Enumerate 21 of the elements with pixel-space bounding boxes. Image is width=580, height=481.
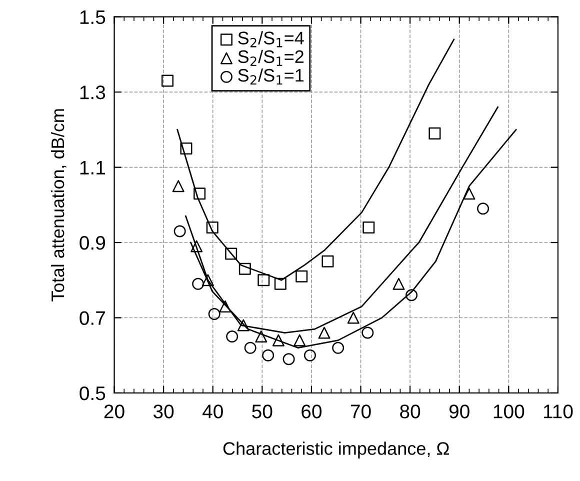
x-axis-title: Characteristic impedance, Ω	[223, 442, 449, 458]
x-tick-label: 80	[400, 404, 420, 418]
y-tick-label: 1.1	[80, 160, 105, 174]
x-tick-label: 20	[104, 404, 124, 418]
legend-label: S$_{2}$/S$_{1}$=1	[238, 68, 304, 85]
legend-label: S$_{2}$/S$_{1}$=2	[238, 50, 304, 66]
y-tick-label: 1.3	[80, 86, 106, 100]
x-tick-label: 60	[302, 404, 322, 418]
y-tick-label: 0.5	[80, 386, 106, 400]
x-tick-label: 50	[252, 404, 272, 418]
y-tick-label: 0.7	[80, 311, 105, 325]
x-tick-label: 90	[449, 404, 470, 418]
y-tick-label: 0.9	[80, 236, 106, 250]
x-tick-label: 100	[494, 404, 524, 418]
y-axis-title: Total attenuation, dB/cm	[50, 109, 66, 302]
legend-label: S$_{2}$/S$_{1}$=4	[238, 31, 304, 48]
y-tick-label: 1.5	[80, 10, 106, 24]
x-tick-label: 30	[153, 404, 174, 418]
x-tick-label: 40	[202, 404, 223, 418]
x-tick-label: 70	[350, 404, 371, 418]
x-tick-label: 110	[544, 404, 573, 418]
